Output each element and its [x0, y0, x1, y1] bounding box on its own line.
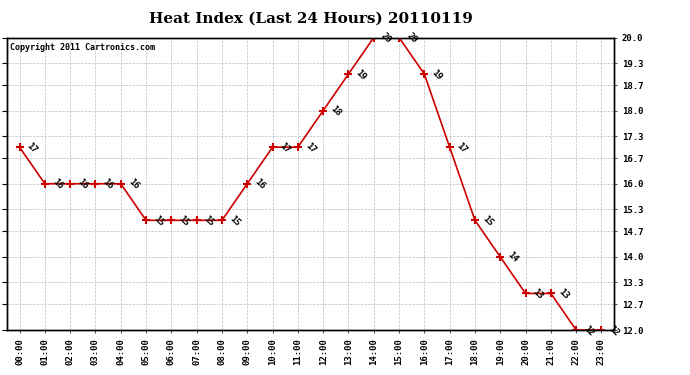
Text: 17: 17	[278, 141, 292, 155]
Text: 16: 16	[101, 177, 115, 191]
Text: 17: 17	[455, 141, 469, 155]
Text: 15: 15	[202, 214, 216, 228]
Text: 13: 13	[531, 287, 545, 301]
Text: 12: 12	[607, 324, 621, 338]
Text: 15: 15	[480, 214, 495, 228]
Text: 17: 17	[25, 141, 39, 155]
Text: 17: 17	[304, 141, 317, 155]
Text: 16: 16	[50, 177, 64, 191]
Text: 13: 13	[556, 287, 571, 301]
Text: 14: 14	[506, 251, 520, 264]
Text: 19: 19	[430, 68, 444, 82]
Text: 16: 16	[253, 177, 267, 191]
Text: 15: 15	[228, 214, 242, 228]
Text: Copyright 2011 Cartronics.com: Copyright 2011 Cartronics.com	[10, 44, 155, 52]
Text: Heat Index (Last 24 Hours) 20110119: Heat Index (Last 24 Hours) 20110119	[148, 11, 473, 25]
Text: 18: 18	[328, 104, 343, 118]
Text: 16: 16	[76, 177, 90, 191]
Text: 20: 20	[380, 31, 393, 45]
Text: 16: 16	[126, 177, 140, 191]
Text: 20: 20	[404, 31, 419, 45]
Text: 12: 12	[582, 324, 595, 338]
Text: 19: 19	[354, 68, 368, 82]
Text: 15: 15	[177, 214, 191, 228]
Text: 15: 15	[152, 214, 166, 228]
